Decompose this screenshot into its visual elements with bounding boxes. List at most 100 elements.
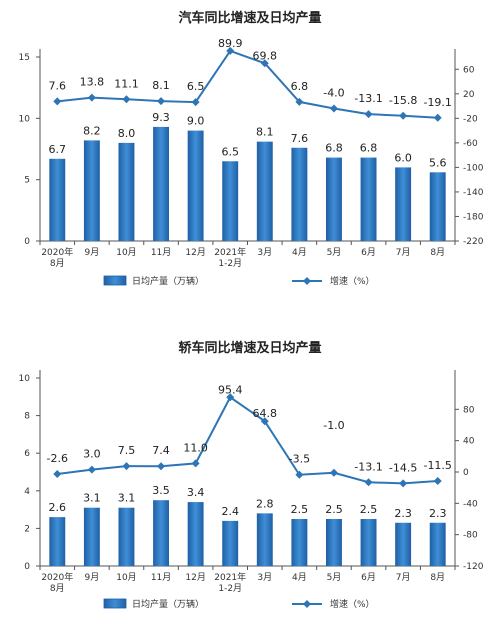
bar-value-label: 8.2 [83, 124, 101, 137]
bar [429, 172, 446, 241]
x-tick-label: 6月 [361, 572, 376, 583]
x-tick-label: 8月 [430, 572, 445, 583]
x-tick-label: 2020年 [41, 246, 73, 258]
bar-value-label: 6.8 [325, 142, 343, 155]
chart-title: 轿车同比增速及日均产量 [178, 340, 321, 356]
line-point [87, 93, 96, 102]
line-value-label: -4.0 [323, 87, 344, 100]
chart-sedan: 轿车同比增速及日均产量024681080400-40-80-1202020年8月… [19, 340, 484, 610]
bar-value-label: 3.1 [118, 492, 136, 505]
bar-value-label: 2.3 [394, 507, 412, 520]
line-point [53, 97, 62, 106]
bar [360, 519, 377, 566]
line-value-label: 7.5 [118, 444, 136, 457]
line-value-label: -2.6 [47, 452, 68, 465]
growth-line [57, 395, 438, 485]
line-point [191, 459, 200, 468]
bar [222, 161, 239, 241]
y-tick-label: 5 [24, 176, 30, 186]
bar-value-label: 9.0 [187, 115, 205, 128]
line-point [122, 462, 131, 471]
legend-line-marker [303, 277, 311, 285]
bar [222, 520, 239, 566]
bar-value-label: 2.5 [360, 503, 378, 516]
x-tick-label: 12月 [185, 572, 205, 583]
bar-value-label: 3.5 [152, 484, 170, 497]
bar [49, 158, 66, 241]
y2-tick-label: -60 [463, 139, 478, 149]
line-value-label: 7.6 [49, 79, 67, 92]
y-tick-label: 10 [19, 374, 31, 384]
x-tick-label: 4月 [292, 247, 307, 258]
x-tick-label: 11月 [151, 247, 171, 258]
bar-value-label: 6.5 [221, 145, 239, 158]
x-tick-label: 8月 [50, 583, 65, 594]
bar-value-label: 8.1 [256, 126, 274, 139]
y2-tick-label: 80 [463, 405, 475, 415]
x-tick-label: 7月 [396, 247, 411, 258]
y-tick-label: 15 [19, 53, 30, 63]
x-tick-label: 1-2月 [218, 583, 242, 594]
bar [395, 167, 412, 241]
chart-car: 汽车同比增速及日均产量 0 5 10 15 60 20 -20 -60 -100 -140 -180 -… [19, 10, 484, 287]
line-value-label: 6.5 [187, 80, 205, 93]
y2-tick-label: -180 [463, 212, 484, 222]
bar-value-label: 2.5 [325, 503, 343, 516]
bar [256, 513, 273, 566]
bar [83, 507, 100, 566]
x-tick-label: 3月 [257, 247, 272, 258]
x-tick-label: 2021年 [214, 246, 246, 258]
bar [153, 500, 169, 566]
bar [118, 142, 135, 241]
legend-bar-label: 日均产量（万辆） [132, 598, 204, 610]
line-point [329, 104, 338, 113]
line-point [399, 111, 408, 120]
bar [360, 157, 377, 241]
bar-value-label: 6.8 [360, 142, 378, 155]
y2-tick-label: -120 [463, 562, 484, 572]
line-point [122, 95, 131, 104]
y-tick-label: 8 [24, 412, 30, 422]
bar [187, 502, 204, 566]
x-tick-label: 6月 [361, 247, 376, 258]
line-value-label: 6.8 [291, 80, 309, 93]
bar [256, 141, 273, 241]
line-value-label: 7.4 [152, 444, 170, 457]
x-tick-label: 1-2月 [218, 258, 242, 269]
x-tick-label: 12月 [185, 247, 205, 258]
line-value-label: -15.8 [389, 94, 417, 107]
line-point [260, 417, 269, 426]
x-tick-label: 2021年 [214, 571, 246, 583]
bar [118, 507, 135, 566]
bar [395, 522, 412, 566]
chart-title: 汽车同比增速及日均产量 [178, 10, 321, 26]
bar [187, 130, 204, 241]
legend-bar-swatch [103, 275, 127, 286]
bar [83, 140, 100, 241]
line-point [260, 59, 269, 68]
bar [291, 519, 308, 566]
line-point [87, 465, 96, 474]
bar [326, 519, 342, 566]
line-value-label: 3.0 [83, 448, 101, 461]
line-point [226, 393, 235, 402]
y2-tick-label: -20 [463, 114, 478, 124]
bar [429, 522, 446, 566]
bar-value-label: 2.3 [429, 507, 447, 520]
bar-value-label: 5.6 [429, 156, 447, 169]
bar-value-label: 6.0 [394, 151, 412, 164]
line-value-label: -13.1 [354, 460, 382, 473]
legend-line-label: 增速（%） [330, 598, 375, 610]
bar-value-label: 3.1 [83, 492, 101, 505]
x-tick-label: 11月 [151, 572, 171, 583]
line-value-label: 11.0 [183, 441, 208, 454]
line-point [157, 462, 166, 471]
y-tick-label: 6 [24, 449, 30, 459]
x-tick-label: 4月 [292, 572, 307, 583]
bar [49, 517, 66, 566]
bar [326, 157, 342, 241]
line-value-label: 95.4 [218, 383, 243, 396]
x-tick-label: 10月 [116, 247, 136, 258]
y2-tick-label: -140 [463, 188, 484, 198]
